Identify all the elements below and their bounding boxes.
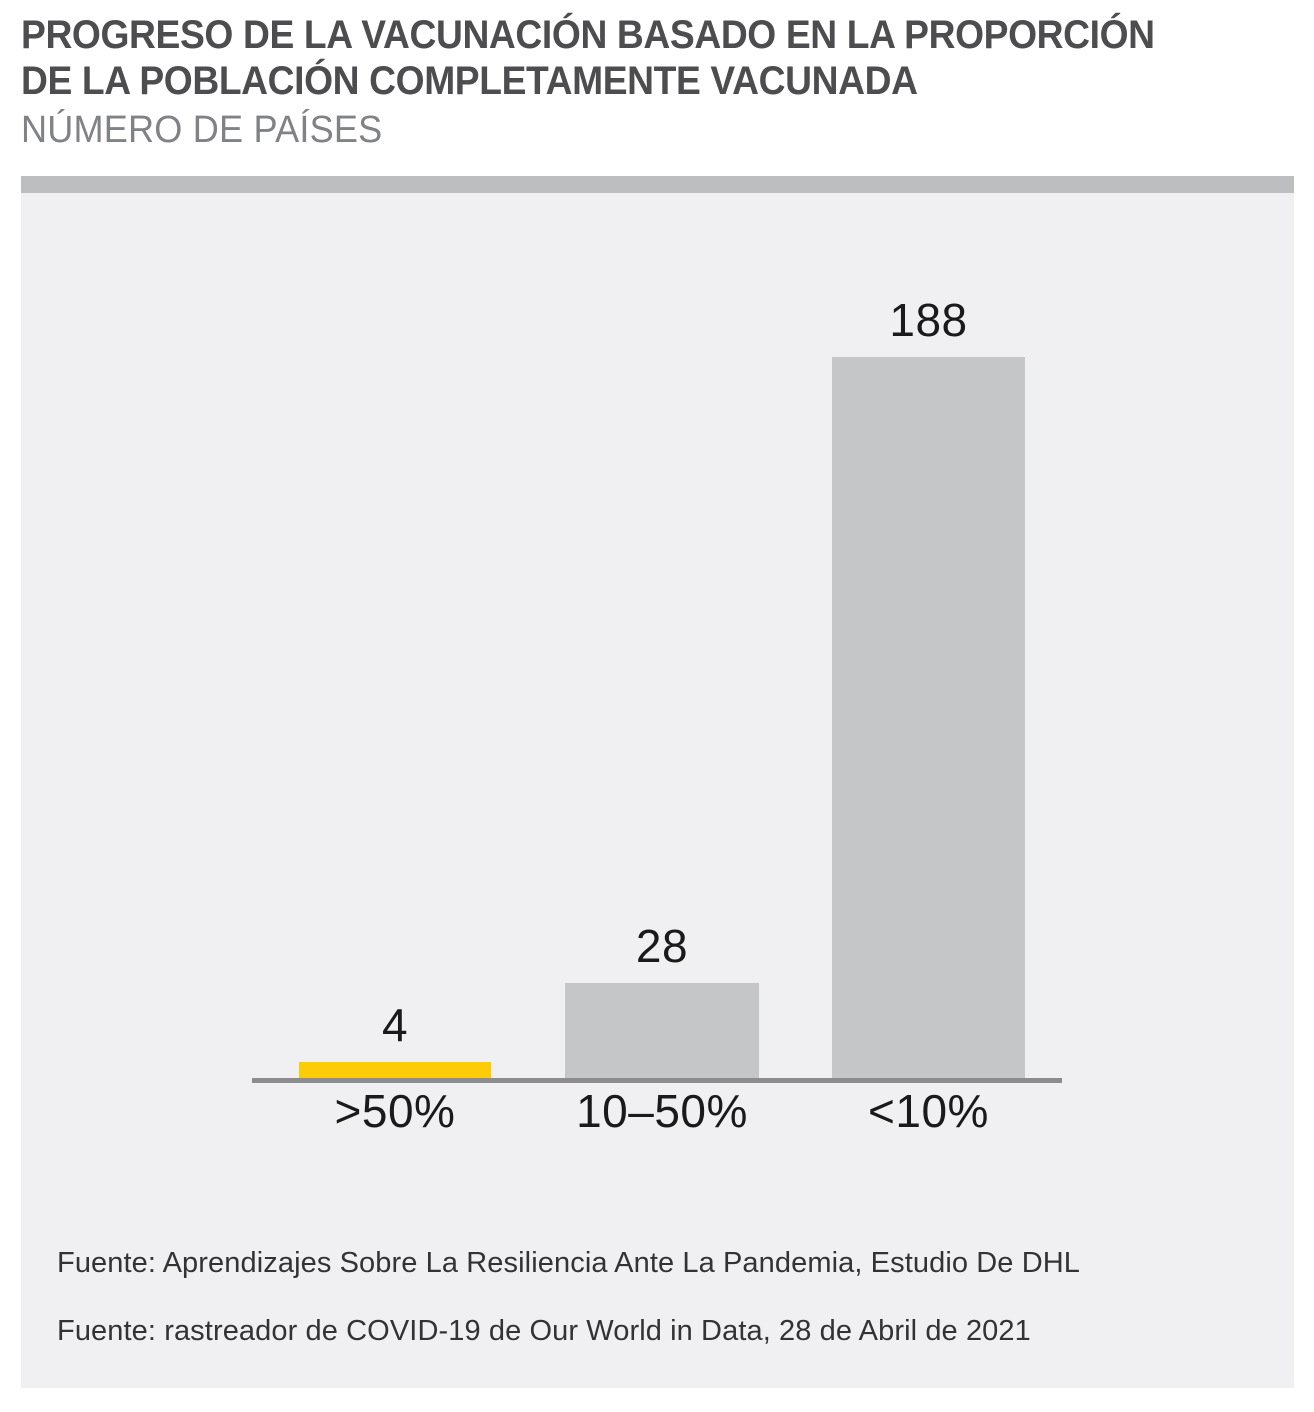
bar-value-label: 4	[381, 999, 409, 1051]
x-tick-label-10-50: 10–50%	[576, 1085, 748, 1137]
chart-footnotes: Fuente: Aprendizajes Sobre La Resilienci…	[57, 1246, 1257, 1348]
chart-subtitle: NÚMERO DE PAÍSES	[21, 109, 383, 151]
bar-gt50[interactable]	[299, 1062, 491, 1078]
chart-panel: 4 28 188 >50% 10–50% <10% Fuente: Aprend…	[21, 176, 1294, 1388]
x-tick-label-lt10: <10%	[868, 1085, 989, 1137]
plot-area: 4 28 188	[252, 176, 1062, 1083]
chart-header: PROGRESO DE LA VACUNACIÓN BASADO EN LA P…	[21, 12, 1301, 152]
x-tick-label-gt50: >50%	[334, 1085, 456, 1137]
bar-value-label: 188	[889, 294, 968, 346]
bar-group-gt50[interactable]: 4	[299, 1000, 491, 1078]
bar-value-label: 28	[635, 920, 689, 972]
x-axis-labels: >50% 10–50% <10%	[252, 1083, 1062, 1153]
bar-series: 4 28 188	[252, 176, 1062, 1078]
bar-group-10-50[interactable]: 28	[565, 921, 759, 1078]
source-study-note: Fuente: Aprendizajes Sobre La Resilienci…	[57, 1247, 1081, 1279]
panel-accent-bar	[21, 176, 1294, 193]
bar-lt10[interactable]	[832, 357, 1025, 1078]
x-axis-line	[252, 1078, 1062, 1083]
page-title: PROGRESO DE LA VACUNACIÓN BASADO EN LA P…	[21, 13, 1155, 103]
source-data-note: Fuente: rastreador de COVID-19 de Our Wo…	[57, 1315, 1031, 1347]
bar-10-50[interactable]	[565, 983, 759, 1078]
bar-group-lt10[interactable]: 188	[832, 295, 1025, 1078]
